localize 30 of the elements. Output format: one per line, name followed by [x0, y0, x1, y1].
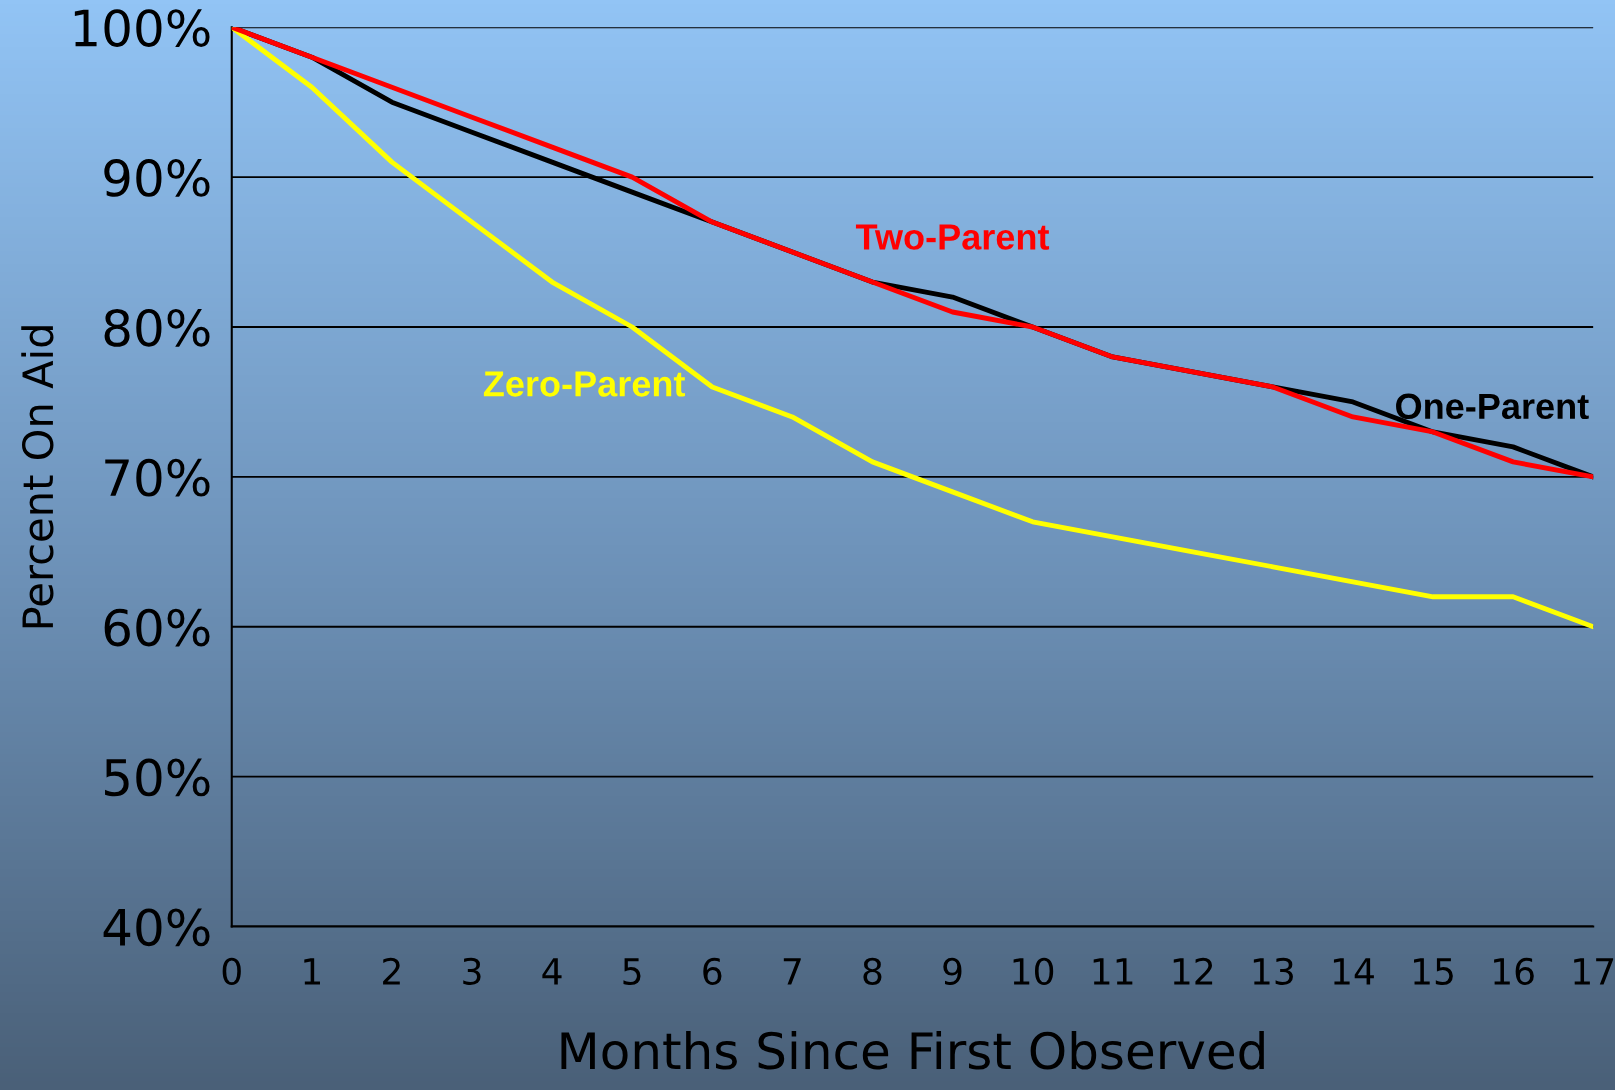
x-tick-label: 0 [222, 957, 241, 986]
x-tick-label: 6 [703, 957, 722, 986]
y-tick-label: 90% [104, 159, 210, 197]
y-tick-label: 60% [104, 608, 210, 647]
series-label: One-Parent [1396, 393, 1589, 420]
x-tick-label: 10 [1013, 957, 1054, 986]
x-tick-label: 11 [1093, 958, 1133, 985]
x-tick-label: 5 [623, 958, 641, 986]
y-tick-label: 40% [103, 908, 210, 947]
x-tick-label: 3 [463, 957, 481, 986]
x-tick-label: 4 [542, 958, 562, 985]
y-tick-label: 80% [104, 308, 210, 347]
x-tick-label: 15 [1414, 958, 1453, 986]
y-tick-label: 70% [105, 458, 210, 497]
y-tick-label: 50% [105, 758, 210, 797]
series-label: Zero-Parent [483, 371, 686, 397]
x-tick-label: 16 [1494, 957, 1534, 986]
x-tick-label: 8 [863, 957, 882, 986]
x-tick-label: 14 [1333, 958, 1374, 985]
x-tick-label: 17 [1574, 958, 1614, 985]
series-label: Two-Parent [855, 224, 1050, 250]
y-tick-label: 100% [74, 9, 210, 47]
x-tick-label: 9 [943, 957, 962, 986]
y-axis-title: Percent On Aid [21, 326, 54, 628]
x-tick-label: 7 [783, 958, 801, 985]
x-axis-title: Months Since First Observed [561, 1030, 1264, 1070]
x-tick-label: 12 [1173, 957, 1213, 985]
x-tick-label: 2 [383, 957, 400, 985]
x-tick-label: 1 [304, 958, 320, 985]
x-tick-label: 13 [1253, 957, 1293, 986]
